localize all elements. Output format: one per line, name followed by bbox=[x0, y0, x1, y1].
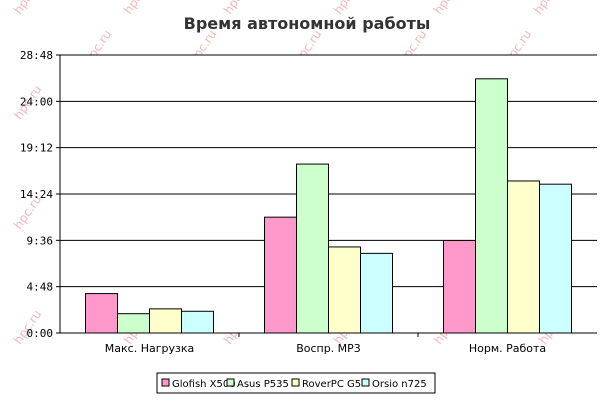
bar-orsio-n725-1 bbox=[360, 252, 393, 334]
bar-asus-p535-1 bbox=[296, 163, 329, 334]
y-tick-label: 14:24 bbox=[20, 188, 53, 201]
y-tick-label: 4:48 bbox=[27, 281, 54, 294]
y-tick-label: 0:00 bbox=[27, 327, 54, 340]
bar-asus-p535-0 bbox=[117, 313, 150, 334]
bar-glofish-x500-2 bbox=[443, 239, 476, 334]
x-tick-label: Норм. Работа bbox=[469, 342, 546, 355]
watermark-text: hpc.ru bbox=[431, 0, 464, 17]
y-axis-ticks: 0:00 4:48 9:36 14:24 19:12 24:00 28:48 bbox=[20, 49, 60, 340]
bar-glofish-x500-0 bbox=[85, 293, 118, 334]
legend-swatch bbox=[361, 378, 370, 387]
x-tick-label: Воспр. MP3 bbox=[296, 342, 361, 355]
y-tick-label: 9:36 bbox=[27, 234, 54, 247]
bar-orsio-n725-0 bbox=[181, 310, 214, 334]
legend-swatch bbox=[161, 378, 170, 387]
bar-roverpc-g5-0 bbox=[149, 308, 182, 334]
watermark-text: hpc.ru bbox=[121, 0, 154, 17]
bar-asus-p535-2 bbox=[475, 78, 508, 334]
bars bbox=[85, 78, 572, 334]
y-tick-label: 24:00 bbox=[20, 95, 53, 108]
watermark-text: hpc.ru bbox=[11, 0, 44, 17]
legend: Glofish X500 Asus P535 RoverPC G5 Orsio n72… bbox=[156, 372, 436, 394]
legend-entry-label: Orsio n725 bbox=[372, 379, 427, 390]
bar-roverpc-g5-1 bbox=[328, 246, 361, 334]
legend-entry-label: Asus P535 bbox=[237, 379, 289, 390]
x-axis-labels: Макс. Нагрузка Воспр. MP3 Норм. Работа bbox=[105, 333, 546, 355]
y-tick-label: 28:48 bbox=[20, 49, 53, 62]
watermark-text: hpc.ru bbox=[531, 0, 564, 17]
legend-entry-label: RoverPC G5 bbox=[302, 379, 361, 390]
bar-glofish-x500-1 bbox=[264, 216, 297, 334]
y-tick-label: 19:12 bbox=[20, 142, 53, 155]
legend-swatch bbox=[291, 378, 300, 387]
bar-roverpc-g5-2 bbox=[507, 180, 540, 334]
legend-entry-label: Glofish X500 bbox=[172, 379, 236, 390]
bar-orsio-n725-2 bbox=[539, 183, 572, 334]
axes bbox=[59, 55, 597, 334]
x-tick-label: Макс. Нагрузка bbox=[105, 342, 194, 355]
chart-title: Время автономной работы bbox=[184, 14, 431, 33]
legend-swatch bbox=[226, 378, 235, 387]
